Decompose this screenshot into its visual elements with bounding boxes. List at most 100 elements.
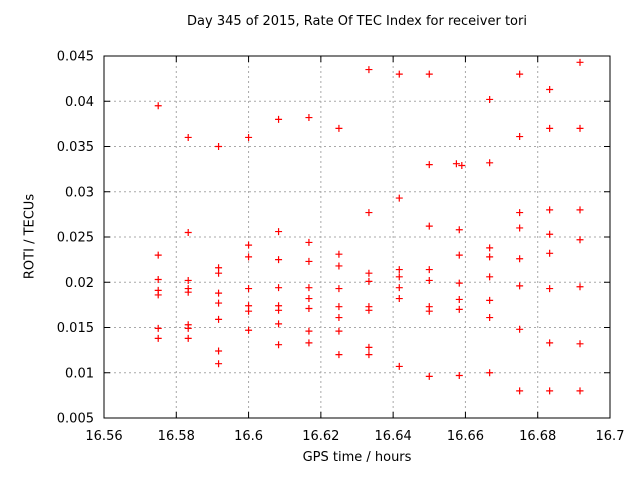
data-point-marker: [215, 315, 223, 323]
data-point-marker: [305, 339, 313, 347]
data-point-marker: [395, 284, 403, 292]
data-point-marker: [245, 253, 253, 261]
data-point-marker: [516, 133, 524, 141]
data-point-marker: [516, 387, 524, 395]
data-point-marker: [184, 228, 192, 236]
data-point-marker: [305, 238, 313, 246]
x-tick-label: 16.7: [596, 429, 625, 444]
data-point-marker: [516, 70, 524, 78]
data-point-marker: [275, 341, 283, 349]
data-point-marker: [395, 295, 403, 303]
data-point-marker: [516, 209, 524, 217]
data-point-marker: [275, 256, 283, 264]
data-point-marker: [576, 340, 584, 348]
y-tick-label: 0.03: [65, 185, 94, 200]
data-point-marker: [335, 351, 343, 359]
data-point-marker: [215, 143, 223, 150]
y-tick-label: 0.04: [65, 95, 94, 110]
x-tick-label: 16.58: [158, 429, 195, 444]
data-point-marker: [576, 58, 584, 66]
data-point-marker: [275, 228, 283, 236]
y-tick-label: 0.005: [57, 412, 94, 427]
data-point-marker: [305, 114, 313, 122]
data-point-marker: [245, 285, 253, 293]
x-tick-label: 16.68: [519, 429, 556, 444]
data-point-marker: [335, 314, 343, 322]
data-point-marker: [154, 276, 162, 284]
data-point-marker: [215, 347, 223, 355]
x-tick-label: 16.62: [302, 429, 339, 444]
data-point-marker: [335, 285, 343, 293]
data-point-marker: [215, 269, 223, 277]
data-point-marker: [486, 273, 494, 281]
y-tick-label: 0.025: [57, 231, 94, 246]
y-tick-label: 0.015: [57, 321, 94, 336]
data-point-marker: [395, 266, 403, 274]
data-point-marker: [154, 324, 162, 332]
y-tick-label: 0.01: [65, 366, 94, 381]
data-point-marker: [215, 289, 223, 297]
data-point-marker: [395, 194, 403, 202]
data-point-marker: [486, 253, 494, 261]
data-point-marker: [576, 283, 584, 291]
data-point-marker: [305, 327, 313, 335]
y-tick-label: 0.02: [65, 276, 94, 291]
data-point-marker: [516, 325, 524, 333]
data-point-marker: [395, 273, 403, 281]
data-point-marker: [245, 133, 253, 141]
data-point-marker: [154, 291, 162, 299]
data-point-marker: [184, 133, 192, 141]
data-point-marker: [458, 162, 466, 170]
data-point-marker: [455, 251, 463, 259]
data-point-marker: [546, 124, 554, 132]
data-point-marker: [486, 314, 494, 322]
data-point-marker: [275, 320, 283, 328]
data-point-marker: [455, 226, 463, 234]
data-point-marker: [275, 115, 283, 123]
data-point-marker: [425, 266, 433, 274]
data-point-marker: [425, 372, 433, 380]
x-tick-label: 16.6: [234, 429, 263, 444]
x-tick-label: 16.64: [375, 429, 412, 444]
data-point-marker: [245, 241, 253, 249]
data-point-marker: [576, 124, 584, 132]
data-point-marker: [425, 222, 433, 230]
data-point-marker: [184, 324, 192, 332]
data-point-marker: [516, 255, 524, 263]
data-point-marker: [365, 209, 373, 217]
data-point-marker: [335, 250, 343, 258]
data-point-marker: [486, 244, 494, 252]
data-point-marker: [546, 285, 554, 293]
data-point-marker: [546, 339, 554, 347]
data-point-marker: [215, 360, 223, 368]
data-point-marker: [576, 387, 584, 395]
y-tick-label: 0.045: [57, 50, 94, 65]
data-point-marker: [546, 206, 554, 214]
data-point-marker: [455, 279, 463, 287]
data-point-marker: [154, 251, 162, 259]
data-point-marker: [365, 351, 373, 359]
data-point-marker: [154, 334, 162, 342]
data-point-marker: [335, 124, 343, 132]
data-point-marker: [275, 306, 283, 314]
data-point-marker: [425, 161, 433, 169]
data-point-marker: [184, 334, 192, 342]
data-point-marker: [546, 85, 554, 93]
data-point-marker: [516, 282, 524, 290]
data-point-marker: [154, 102, 162, 110]
data-point-marker: [184, 276, 192, 284]
data-point-marker: [245, 326, 253, 334]
data-point-marker: [486, 159, 494, 167]
data-point-marker: [425, 276, 433, 284]
data-point-marker: [365, 277, 373, 285]
data-point-marker: [486, 369, 494, 377]
chart-title: Day 345 of 2015, Rate Of TEC Index for r…: [187, 14, 527, 29]
data-point-marker: [184, 288, 192, 296]
data-point-marker: [452, 160, 460, 168]
data-point-marker: [455, 295, 463, 303]
data-point-marker: [365, 343, 373, 351]
y-tick-label: 0.035: [57, 140, 94, 155]
data-point-marker: [546, 249, 554, 257]
data-point-marker: [365, 306, 373, 314]
